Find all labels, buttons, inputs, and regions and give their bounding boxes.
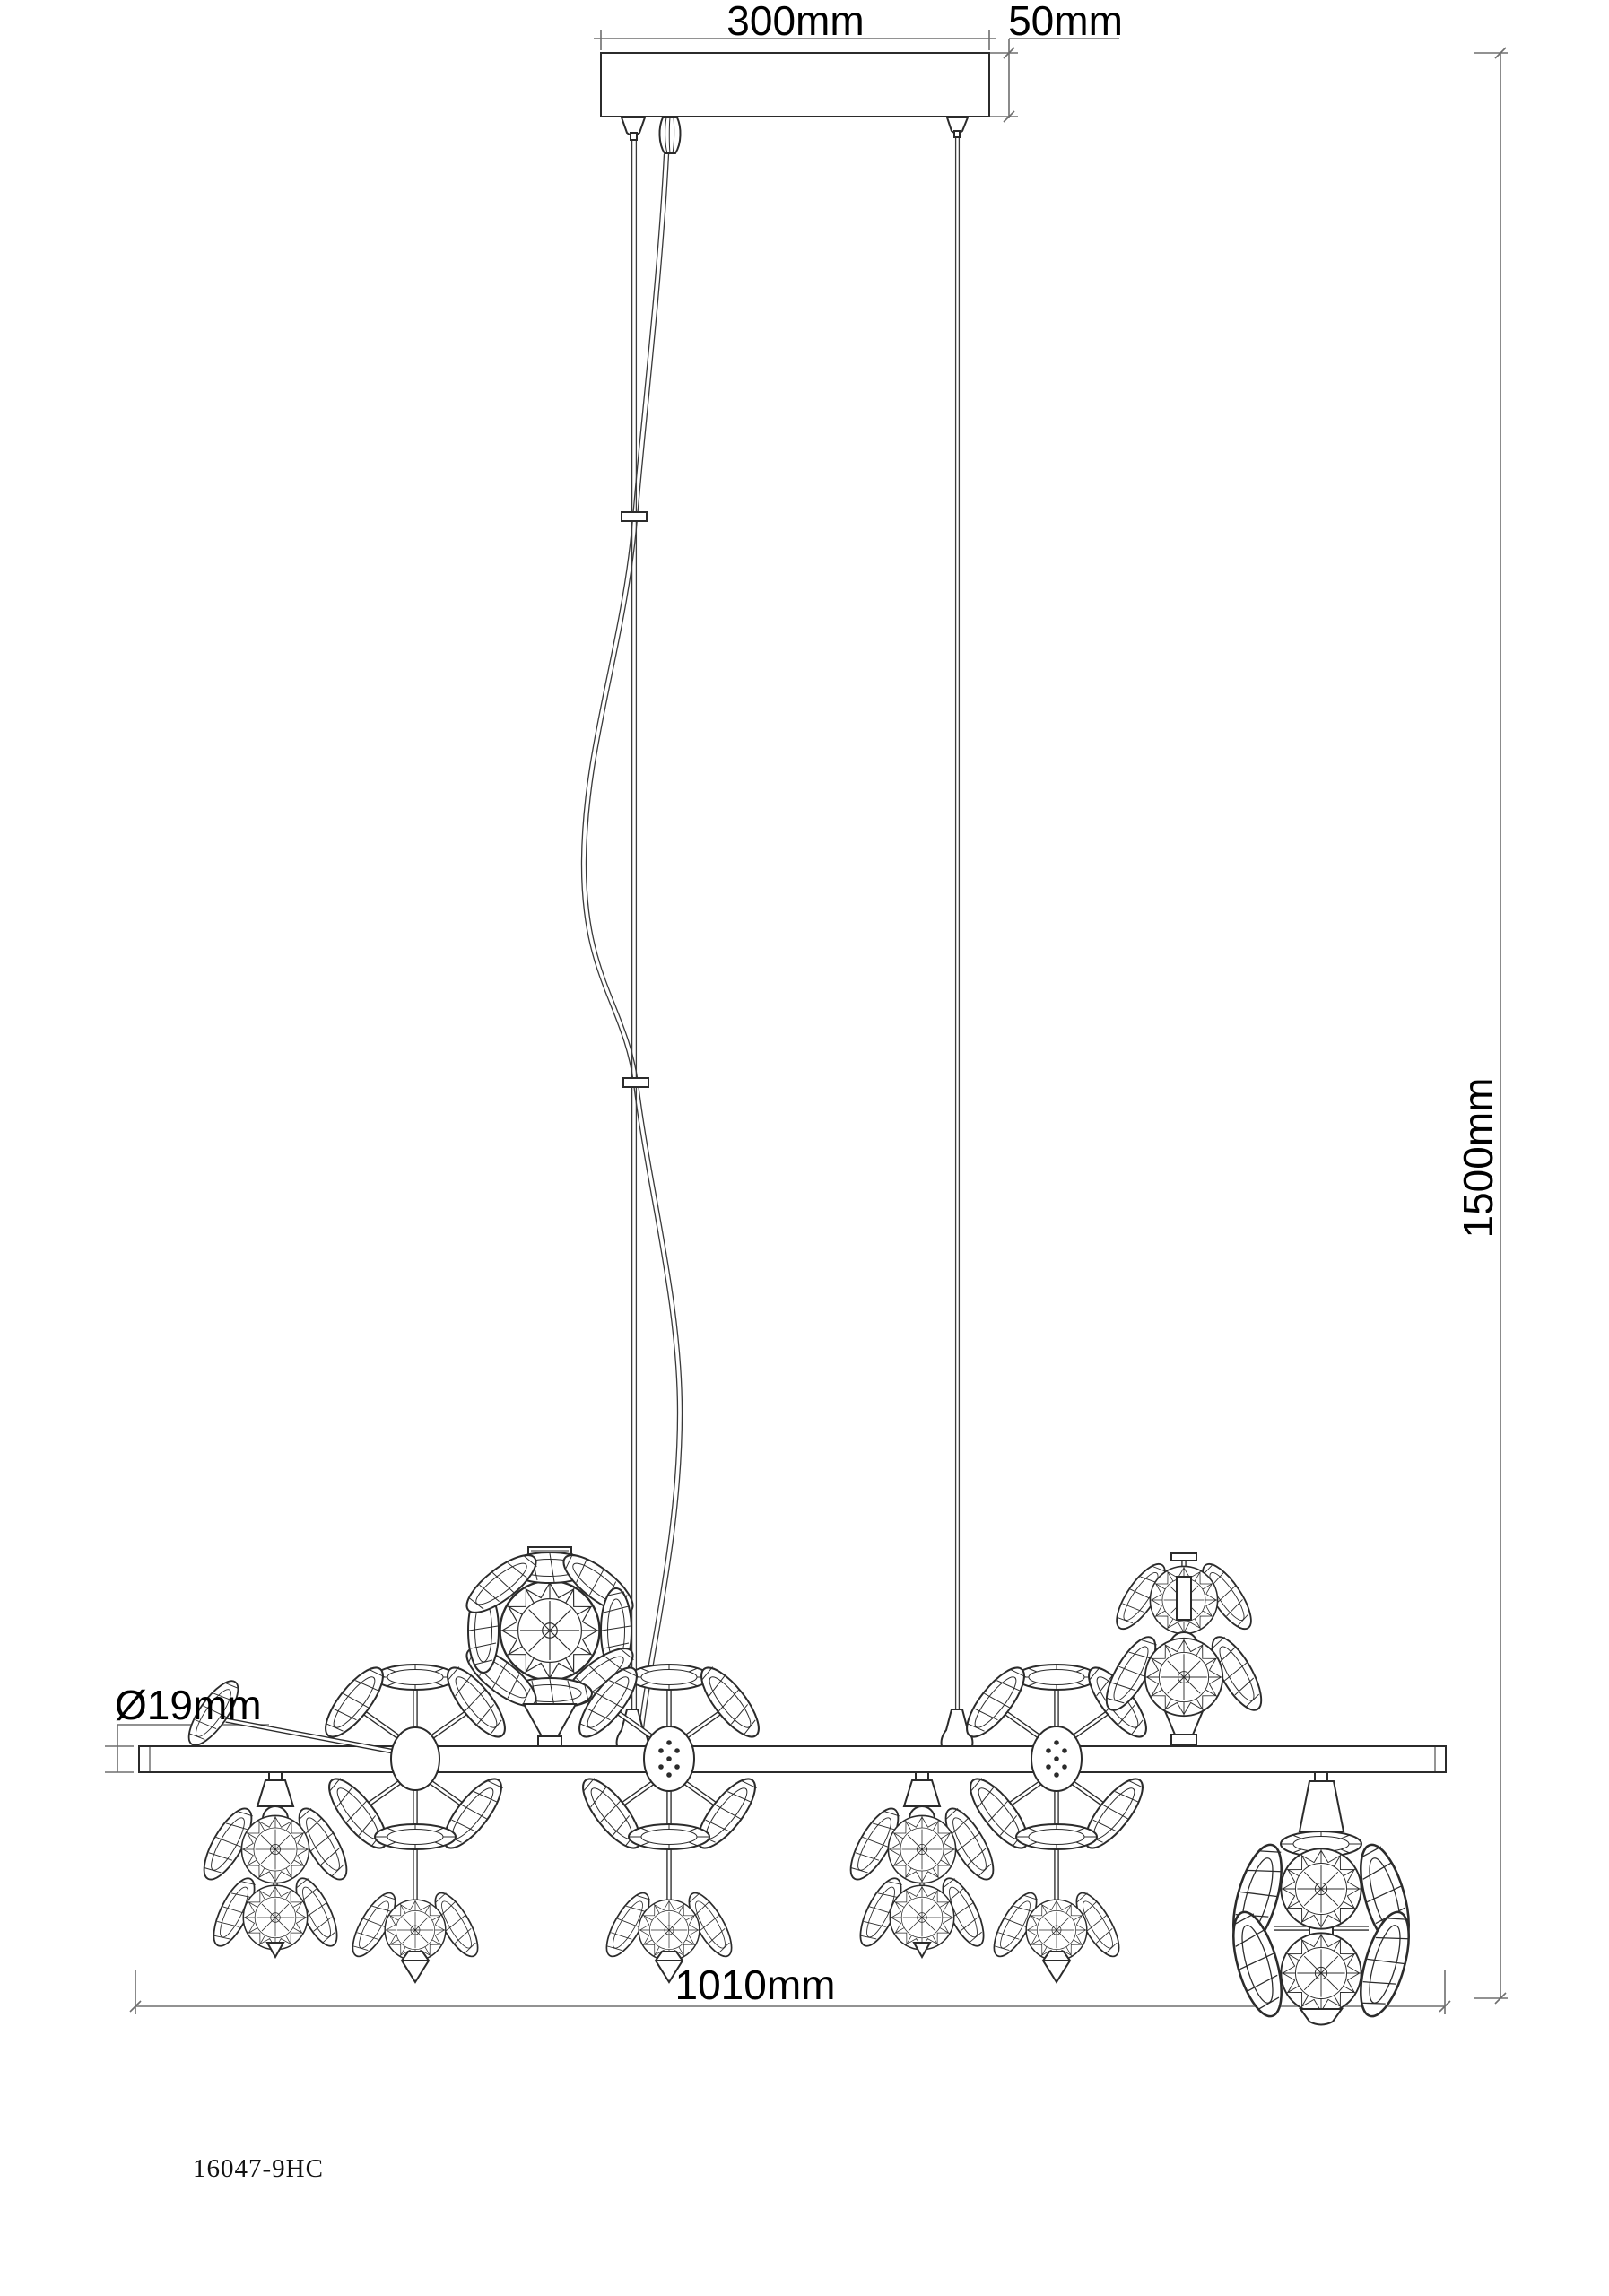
crystal-disc: [956, 1658, 1035, 1746]
dim-bar-length-line: [129, 1970, 1451, 2014]
crystal-disc: [628, 1664, 710, 1691]
bar-diameter-label: Ø19mm: [115, 1682, 262, 1728]
crystal-cluster-6: [956, 1658, 1157, 1984]
hub-dots: [1046, 1740, 1067, 1778]
hanging-cone: [1298, 1780, 1345, 1832]
power-cable-edge: [585, 153, 683, 1746]
crystal-disc: [1015, 1823, 1098, 1850]
crystal-cluster-3: [457, 1544, 642, 1747]
canopy-width-label: 300mm: [726, 0, 865, 44]
bottom-finial: [912, 1942, 932, 1960]
crystal-cluster-5: [840, 1771, 1004, 1960]
bar-length-label: 1010mm: [674, 1961, 836, 2008]
crystal-cluster-8: [1222, 1771, 1420, 2026]
hub-ball: [390, 1726, 440, 1791]
wire-clamp-lower: [622, 1077, 649, 1088]
crystal-disc: [1222, 1905, 1292, 2023]
bottom-finial: [265, 1942, 285, 1960]
suspension-drop-label: 1500mm: [1455, 1077, 1501, 1239]
dim-canopy-width-line: [594, 30, 996, 50]
crystal-disc: [240, 1814, 310, 1884]
suspension-assembly: [580, 117, 974, 1747]
crystal-disc: [374, 1664, 457, 1691]
diamond-finial: [1041, 1951, 1072, 1984]
power-cable: [580, 153, 679, 1746]
hanger-wire-right: [954, 131, 961, 1713]
hanging-cone: [902, 1779, 942, 1807]
crystal-cluster-7: [1096, 1552, 1272, 1746]
dim-canopy-height-line: [989, 38, 1119, 123]
hanging-cone: [256, 1779, 295, 1807]
crystal-disc: [889, 1884, 955, 1951]
diamond-finial: [400, 1951, 431, 1984]
crystal-disc: [499, 1579, 601, 1682]
wire-clamp-upper: [621, 511, 648, 522]
crystal-disc: [1280, 1848, 1362, 1930]
model-number: 16047-9HC: [193, 2154, 324, 2183]
horizontal-bar: [138, 1745, 1447, 1773]
crystal-disc: [691, 1658, 770, 1746]
crystal-disc: [1280, 1932, 1362, 2014]
hanger-wire-left: [631, 135, 638, 1746]
diamond-finial: [654, 1951, 684, 1984]
hub-dots: [658, 1740, 680, 1778]
crystal-disc: [628, 1823, 710, 1850]
crystal-disc: [1350, 1905, 1420, 2023]
dim-suspension-drop-line: [1474, 47, 1508, 2005]
crystal-disc: [1144, 1637, 1224, 1718]
canopy-height-label: 50mm: [1008, 0, 1123, 44]
crystal-cluster-4: [569, 1658, 770, 1984]
standing-cone: [522, 1703, 578, 1737]
crystal-disc: [315, 1658, 394, 1746]
crystal-cluster-2: [179, 1658, 516, 1984]
ceiling-canopy: [600, 52, 990, 117]
crystal-cluster-1: [194, 1771, 357, 1960]
cord-grip-stem-right: [953, 130, 961, 138]
crystal-disc: [1015, 1664, 1098, 1691]
cord-grip-stem-left: [630, 132, 638, 141]
bottom-cup-finial: [1299, 2008, 1344, 2026]
cable-strain-relief-barrel: [658, 117, 682, 154]
socket-column: [1176, 1576, 1192, 1621]
crystal-disc: [242, 1884, 309, 1951]
crystal-disc: [374, 1823, 457, 1850]
mount-cap: [1170, 1552, 1197, 1561]
crystal-disc: [887, 1814, 957, 1884]
